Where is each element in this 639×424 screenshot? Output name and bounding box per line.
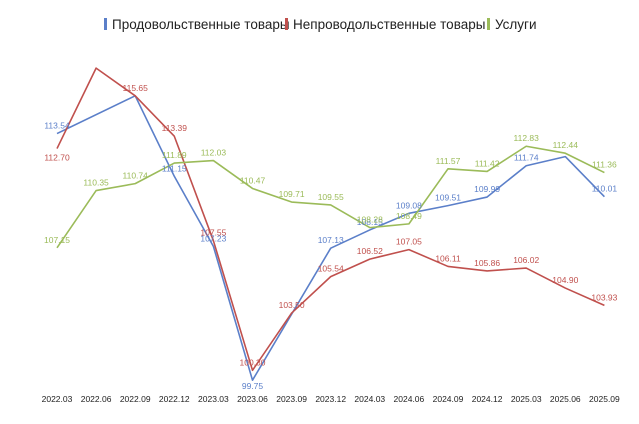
data-label-nonfood: 106.11 <box>435 253 461 263</box>
x-tick-label: 2022.06 <box>81 394 112 404</box>
x-tick-label: 2025.06 <box>550 394 581 404</box>
data-label-services: 110.74 <box>123 171 149 181</box>
x-tick-label: 2023.03 <box>198 394 229 404</box>
data-label-nonfood: 107.05 <box>396 237 422 247</box>
x-tick-label: 2024.06 <box>394 394 425 404</box>
data-label-food: 99.75 <box>242 381 264 391</box>
x-tick-label: 2024.03 <box>354 394 385 404</box>
x-tick-label: 2024.09 <box>433 394 464 404</box>
data-label-services: 108.28 <box>357 215 383 225</box>
x-tick-label: 2025.03 <box>511 394 542 404</box>
x-tick-label: 2022.12 <box>159 394 190 404</box>
data-label-food: 109.99 <box>474 184 500 194</box>
legend-label-nonfood: Непроводольственные товары <box>293 17 486 32</box>
x-tick-label: 2023.06 <box>237 394 268 404</box>
data-label-food: 109.51 <box>435 193 461 203</box>
data-label-services: 112.03 <box>201 148 227 158</box>
data-label-nonfood: 103.93 <box>591 292 617 302</box>
data-label-services: 107.15 <box>44 235 70 245</box>
data-label-food: 110.01 <box>592 184 618 194</box>
data-label-services: 109.55 <box>318 192 344 202</box>
chart-legend: Продовольственные товары Непроводольстве… <box>0 17 639 37</box>
series-line-nonfood <box>56 67 605 372</box>
data-label-nonfood: 106.02 <box>513 255 539 265</box>
data-label-food: 111.74 <box>514 153 539 163</box>
data-label-services: 110.47 <box>240 175 266 185</box>
data-label-services: 110.35 <box>83 178 109 188</box>
data-label-services: 109.71 <box>279 189 305 199</box>
data-label-nonfood: 112.70 <box>44 153 70 163</box>
x-tick-label: 2025.09 <box>589 394 620 404</box>
x-tick-label: 2024.12 <box>472 394 503 404</box>
legend-swatch-nonfood <box>285 18 288 30</box>
data-label-food: 109.08 <box>396 200 422 210</box>
legend-label-services: Услуги <box>495 17 537 32</box>
x-tick-label: 2023.09 <box>276 394 307 404</box>
legend-item-nonfood: Непроводольственные товары <box>285 17 485 32</box>
data-label-food: 108.15 <box>357 217 383 227</box>
data-label-services: 111.36 <box>592 160 617 170</box>
series-line-services <box>56 145 605 249</box>
data-label-food: 107.13 <box>318 235 344 245</box>
data-label-food: 111.15 <box>162 163 187 173</box>
data-label-nonfood: 103.50 <box>279 300 305 310</box>
legend-swatch-services <box>487 18 490 30</box>
legend-label-food: Продовольственные товары <box>112 17 290 32</box>
data-label-services: 111.89 <box>162 150 187 160</box>
data-label-services: 111.57 <box>436 156 461 166</box>
x-tick-label: 2022.09 <box>120 394 151 404</box>
data-label-nonfood: 104.90 <box>552 275 578 285</box>
data-label-nonfood: 115.65 <box>123 83 149 93</box>
x-tick-label: 2022.03 <box>42 394 73 404</box>
data-label-food: 107.23 <box>200 233 226 243</box>
data-label-nonfood: 107.55 <box>200 228 226 238</box>
legend-item-services: Услуги <box>487 17 537 32</box>
data-label-nonfood: 106.52 <box>357 246 383 256</box>
data-label-services: 111.42 <box>475 158 500 168</box>
x-tick-label: 2023.12 <box>315 394 346 404</box>
legend-swatch-food <box>104 18 107 30</box>
data-label-nonfood: 105.54 <box>318 264 344 274</box>
data-label-nonfood: 105.86 <box>474 258 500 268</box>
data-label-nonfood: 100.30 <box>240 357 266 367</box>
series-line-food <box>56 95 605 381</box>
data-label-services: 112.83 <box>514 133 540 143</box>
legend-item-food: Продовольственные товары <box>104 17 290 32</box>
data-label-nonfood: 113.39 <box>162 123 188 133</box>
data-label-services: 112.44 <box>553 140 579 150</box>
data-label-food: 113.54 <box>44 121 70 131</box>
data-label-services: 108.49 <box>396 211 422 221</box>
